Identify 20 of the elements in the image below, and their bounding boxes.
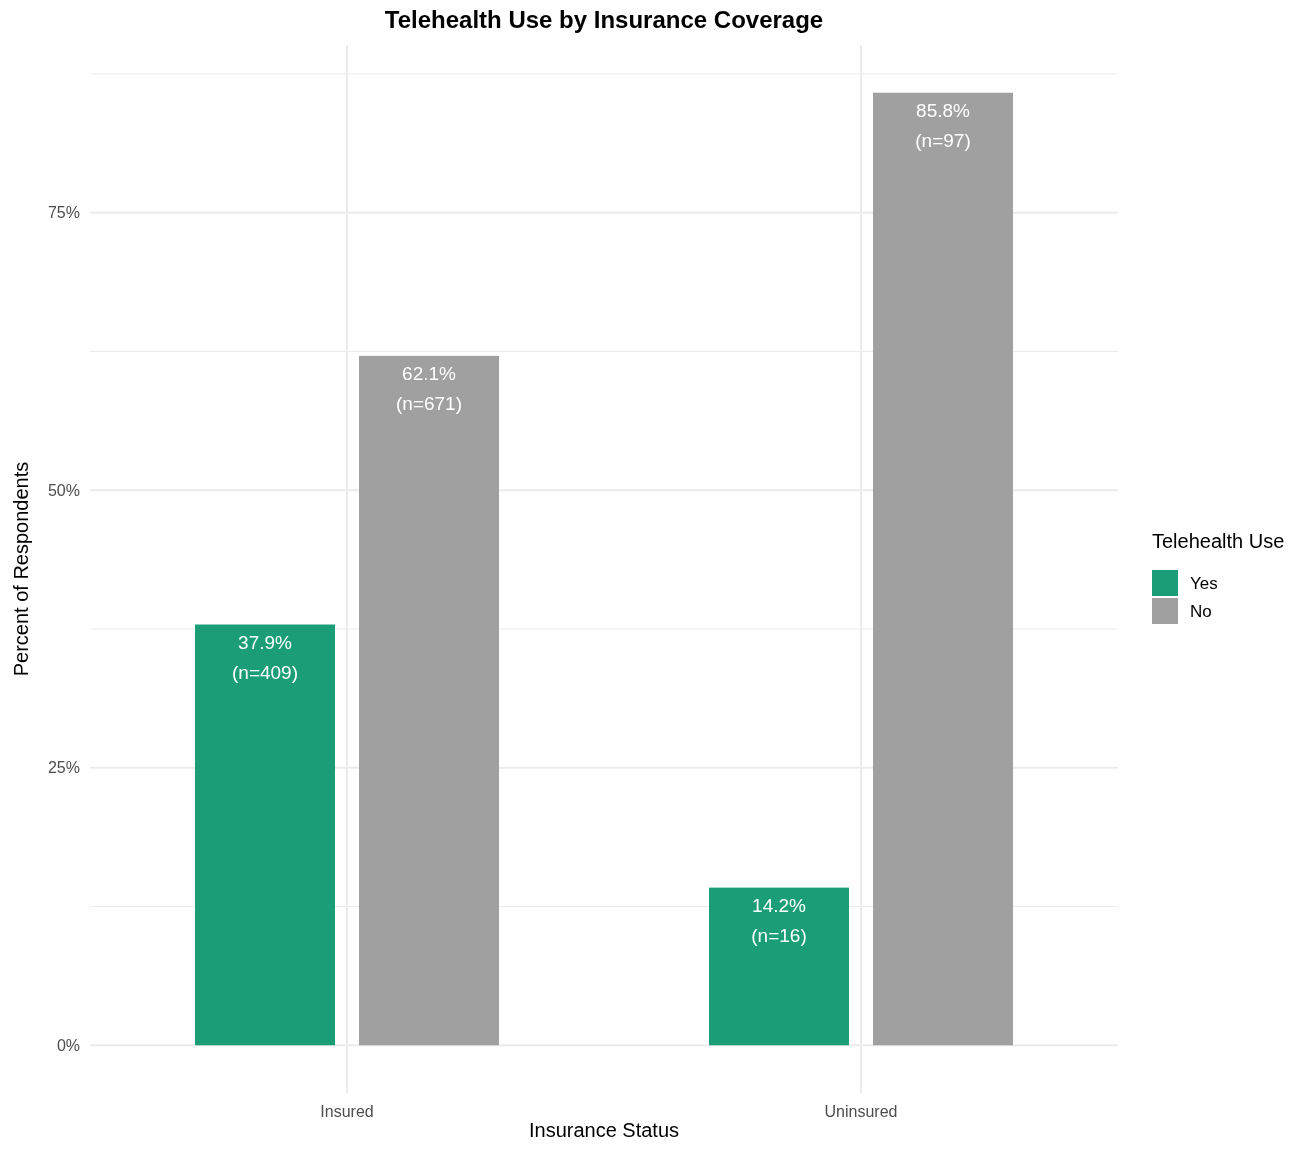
legend-label: Yes	[1190, 573, 1218, 593]
data-label: 85.8% (n=97)	[915, 99, 971, 151]
y-tick-label: 50%	[47, 481, 80, 499]
bar	[195, 624, 335, 1046]
data-label: 37.9% (n=409)	[231, 631, 299, 683]
x-tick-label: Uninsured	[824, 1103, 898, 1120]
data-label: 62.1% (n=671)	[395, 362, 463, 414]
y-tick-label: 0%	[56, 1036, 80, 1054]
y-axis-title: Percent of Respondents	[10, 461, 32, 677]
bar	[873, 92, 1013, 1046]
chart-title: Telehealth Use by Insurance Coverage	[384, 6, 824, 33]
x-tick-label: Insured	[320, 1103, 374, 1120]
legend-label: No	[1190, 601, 1212, 621]
legend-title: Telehealth Use	[1152, 530, 1285, 552]
y-tick-label: 75%	[47, 204, 80, 222]
bar	[709, 887, 849, 1046]
x-axis-title: Insurance Status	[528, 1119, 680, 1141]
data-label: 14.2% (n=16)	[751, 894, 807, 946]
y-tick-label: 25%	[47, 759, 80, 777]
bar	[359, 355, 499, 1046]
